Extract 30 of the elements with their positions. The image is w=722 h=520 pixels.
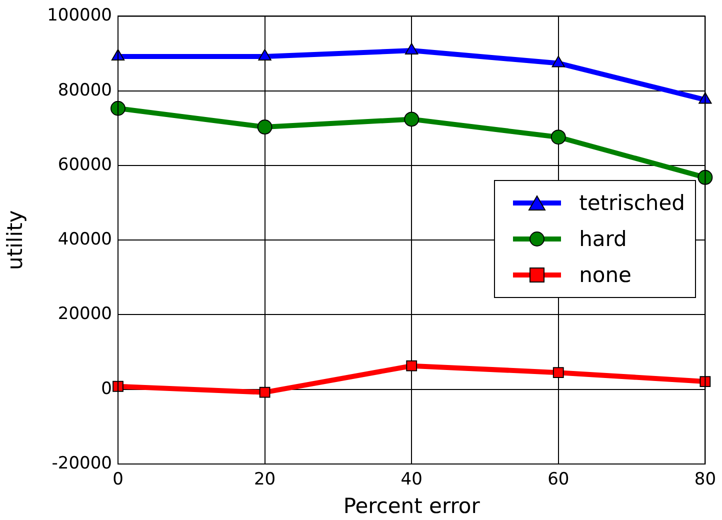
point [258, 49, 272, 60]
point [552, 56, 565, 68]
y-tick-label: 20000 [58, 304, 112, 324]
point [259, 386, 270, 398]
point [698, 170, 713, 185]
point [700, 376, 711, 387]
legend-label: none [579, 263, 632, 287]
y-tick-label: 0 [101, 378, 112, 399]
point [405, 43, 418, 55]
x-axis-title: Percent error [343, 494, 480, 518]
y-axis-title: utility [3, 210, 28, 270]
point [110, 100, 126, 116]
point [698, 92, 712, 104]
x-tick-label: 60 [548, 470, 570, 490]
point [552, 367, 564, 378]
legend-label: tetrisched [579, 191, 685, 215]
point [550, 130, 566, 145]
x-tick-label: 20 [254, 470, 276, 490]
y-tick-label: 80000 [58, 80, 112, 100]
point [112, 380, 124, 392]
point [257, 120, 272, 135]
legend-label: hard [579, 227, 627, 251]
point [404, 112, 420, 127]
x-tick-label: 40 [400, 470, 422, 490]
y-tick-label: 60000 [58, 154, 112, 175]
point [406, 360, 418, 372]
y-tick-label: 100000 [47, 6, 112, 26]
x-tick-label: 80 [694, 470, 716, 490]
y-tick-label: -20000 [52, 453, 112, 474]
y-tick-label: 40000 [58, 230, 112, 250]
